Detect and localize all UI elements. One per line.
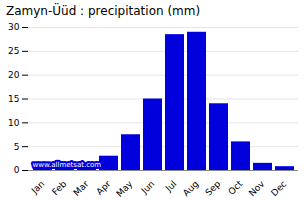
svg-text:Feb: Feb (50, 179, 69, 198)
html-text:Zamyn-Üüd : precipitation (mm): Zamyn-Üüd : precipitation (mm) (6, 4, 201, 18)
svg-text:5: 5 (14, 142, 20, 152)
svg-text:30: 30 (8, 22, 20, 32)
svg-text:Dec: Dec (269, 179, 288, 198)
svg-text:Nov: Nov (247, 178, 267, 198)
svg-text:Jan: Jan (29, 179, 47, 197)
svg-text:20: 20 (8, 70, 20, 80)
svg-text:Jun: Jun (139, 179, 157, 197)
svg-text:Mar: Mar (71, 178, 90, 197)
svg-text:10: 10 (8, 118, 20, 128)
svg-text:15: 15 (8, 94, 19, 104)
svg-text:www.allmetsat.com: www.allmetsat.com (33, 161, 102, 169)
svg-text:Apr: Apr (94, 179, 112, 197)
svg-text:0: 0 (14, 165, 20, 175)
svg-text:May: May (114, 178, 135, 199)
svg-text:Sep: Sep (203, 179, 222, 198)
svg-text:25: 25 (8, 46, 19, 56)
svg-text:Aug: Aug (181, 179, 201, 199)
svg-text:Jul: Jul (163, 179, 178, 194)
svg-text:Oct: Oct (226, 178, 244, 196)
